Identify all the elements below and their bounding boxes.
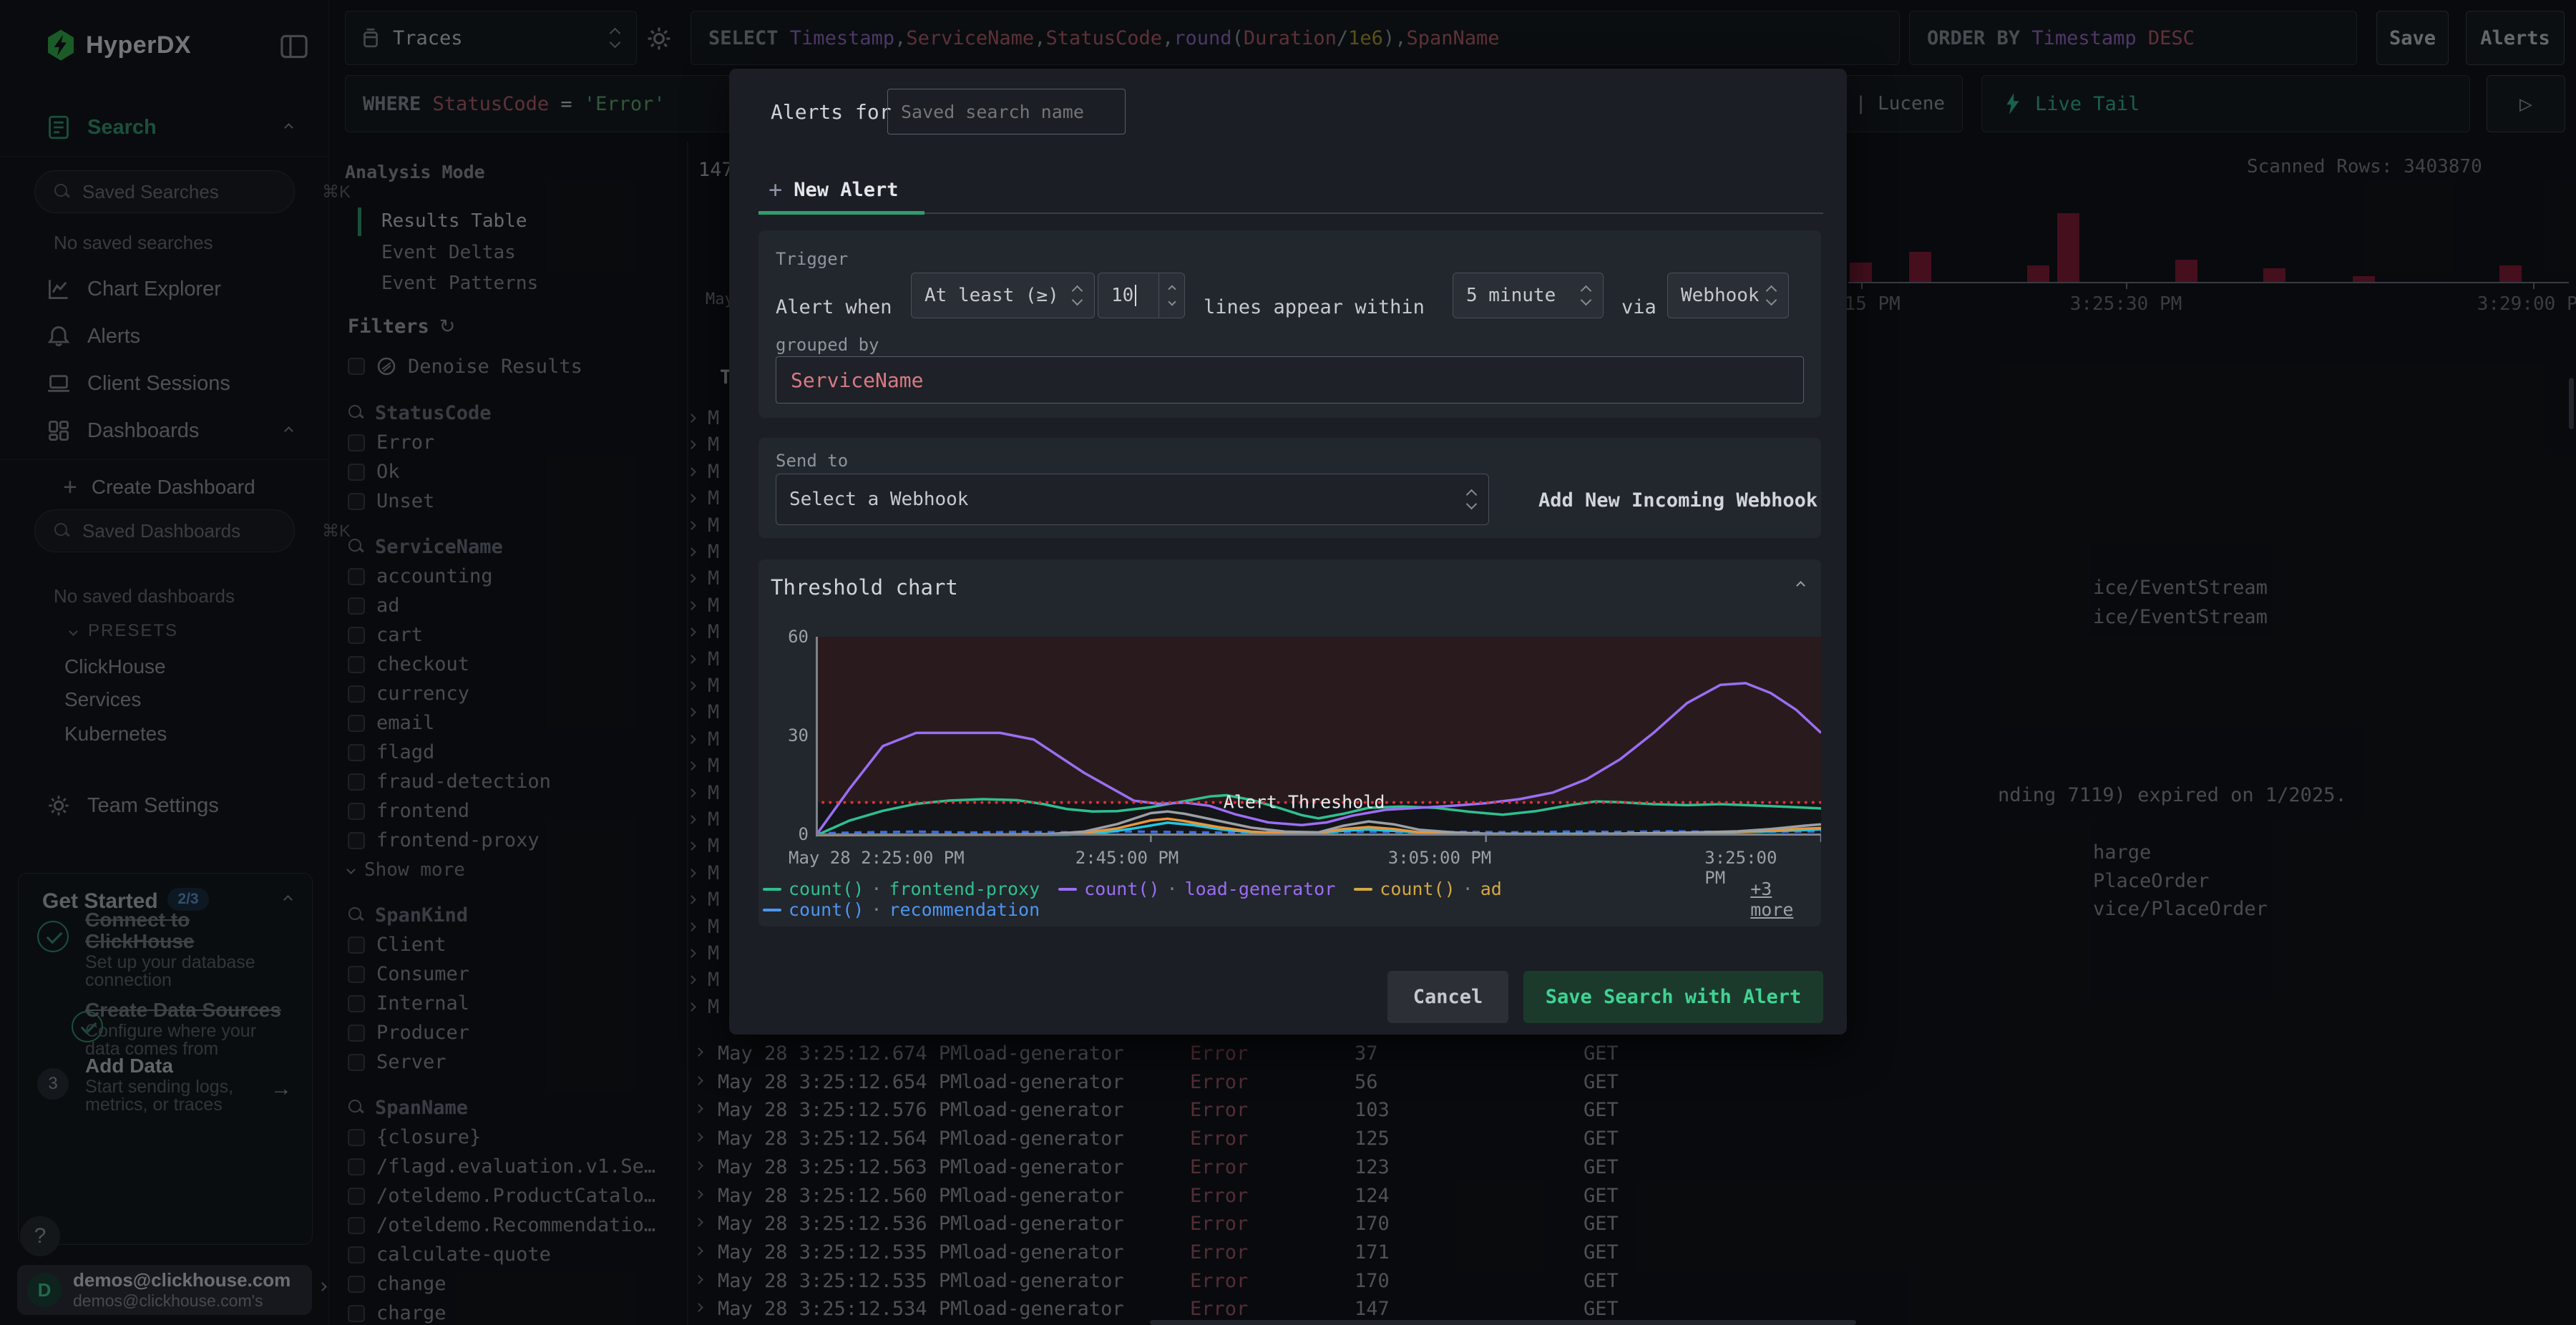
x-tick-label: 2:45:00 PM (1075, 848, 1179, 868)
threshold-value-input[interactable]: 10 (1098, 273, 1185, 318)
select-updown-icon (1580, 285, 1593, 306)
modal-title: Alerts for (771, 100, 892, 124)
legend-dot: · (1462, 879, 1473, 899)
threshold-chart-title: Threshold chart (771, 575, 958, 600)
number-stepper[interactable] (1158, 273, 1184, 318)
legend-swatch (1354, 887, 1373, 891)
create-alert-modal: Alerts for + New Alert Trigger Alert whe… (729, 69, 1847, 1035)
legend-item[interactable]: count() · ad (1354, 879, 1502, 899)
saved-search-name-input[interactable] (887, 89, 1126, 135)
via-text: via (1621, 296, 1657, 318)
legend-item[interactable]: count() · load-generator (1058, 879, 1335, 899)
x-tick-label: 3:25:00 PM (1704, 848, 1777, 888)
grouped-by-input[interactable]: ServiceName (776, 356, 1804, 404)
lines-within-text: lines appear within (1204, 296, 1425, 318)
above-threshold-shade (816, 637, 1821, 803)
y-tick-label: 60 (788, 627, 809, 647)
threshold-label: Alert Threshold (1224, 792, 1385, 813)
select-updown-icon (1765, 285, 1778, 306)
y-tick-label: 30 (788, 725, 809, 745)
chart-legend: count() · frontend-proxy count() · load-gener… (763, 879, 1821, 920)
add-webhook-button[interactable]: Add New Incoming Webhook (1538, 489, 1818, 512)
legend-more-link[interactable]: +3 more (1750, 879, 1794, 920)
legend-item[interactable]: count() · frontend-proxy (763, 879, 1040, 899)
select-updown-icon (1071, 285, 1084, 306)
legend-dot: · (871, 879, 882, 899)
text-cursor (1135, 285, 1137, 307)
y-tick-label: 0 (798, 824, 809, 844)
legend-swatch (763, 887, 781, 891)
alert-when-text: Alert when (776, 296, 892, 318)
send-to-section: Send to Select a Webhook Add New Incomin… (758, 438, 1821, 538)
legend-series-name: frontend-proxy (889, 879, 1040, 899)
cancel-button[interactable]: Cancel (1387, 971, 1508, 1023)
legend-dot: · (1166, 879, 1178, 899)
legend-series-name: recommendation (889, 899, 1040, 920)
tab-underline-track (758, 212, 1823, 214)
legend-item[interactable]: count() · recommendation (763, 899, 1040, 920)
plus-icon: + (769, 176, 783, 203)
tab-label: New Alert (794, 178, 899, 201)
trigger-section: Trigger Alert when At least (≥) 10 lines… (758, 230, 1821, 418)
legend-series-name: load-generator (1184, 879, 1336, 899)
tab-active-indicator (758, 211, 924, 215)
series-line-load-generator (814, 682, 1823, 837)
save-search-with-alert-button[interactable]: Save Search with Alert (1523, 971, 1823, 1023)
threshold-chart-plot: Alert Threshold (814, 637, 1823, 843)
x-tick-label: May 28 2:25:00 PM (789, 848, 965, 868)
legend-dot: · (871, 899, 882, 920)
channel-select[interactable]: Webhook (1667, 273, 1789, 318)
legend-swatch (763, 908, 781, 911)
select-updown-icon (1465, 489, 1478, 510)
threshold-chart-section: Threshold chart 60 30 0 Alert Threshold … (758, 559, 1823, 926)
webhook-select[interactable]: Select a Webhook (776, 474, 1489, 525)
legend-swatch (1058, 887, 1078, 891)
legend-fn: count() (789, 899, 864, 920)
legend-series-name: ad (1480, 879, 1502, 899)
window-select[interactable]: 5 minute (1453, 273, 1604, 318)
collapse-chevron-icon[interactable] (1796, 581, 1805, 590)
trigger-label: Trigger (776, 249, 849, 269)
legend-fn: count() (789, 879, 864, 899)
legend-fn: count() (1380, 879, 1455, 899)
tab-new-alert[interactable]: + New Alert (769, 176, 899, 203)
x-tick-label: 3:05:00 PM (1387, 848, 1492, 868)
legend-fn: count() (1084, 879, 1160, 899)
send-to-label: Send to (776, 451, 849, 471)
comparator-select[interactable]: At least (≥) (911, 273, 1095, 318)
grouped-by-label: grouped by (776, 335, 879, 355)
series-line-other-1 (816, 810, 1822, 836)
